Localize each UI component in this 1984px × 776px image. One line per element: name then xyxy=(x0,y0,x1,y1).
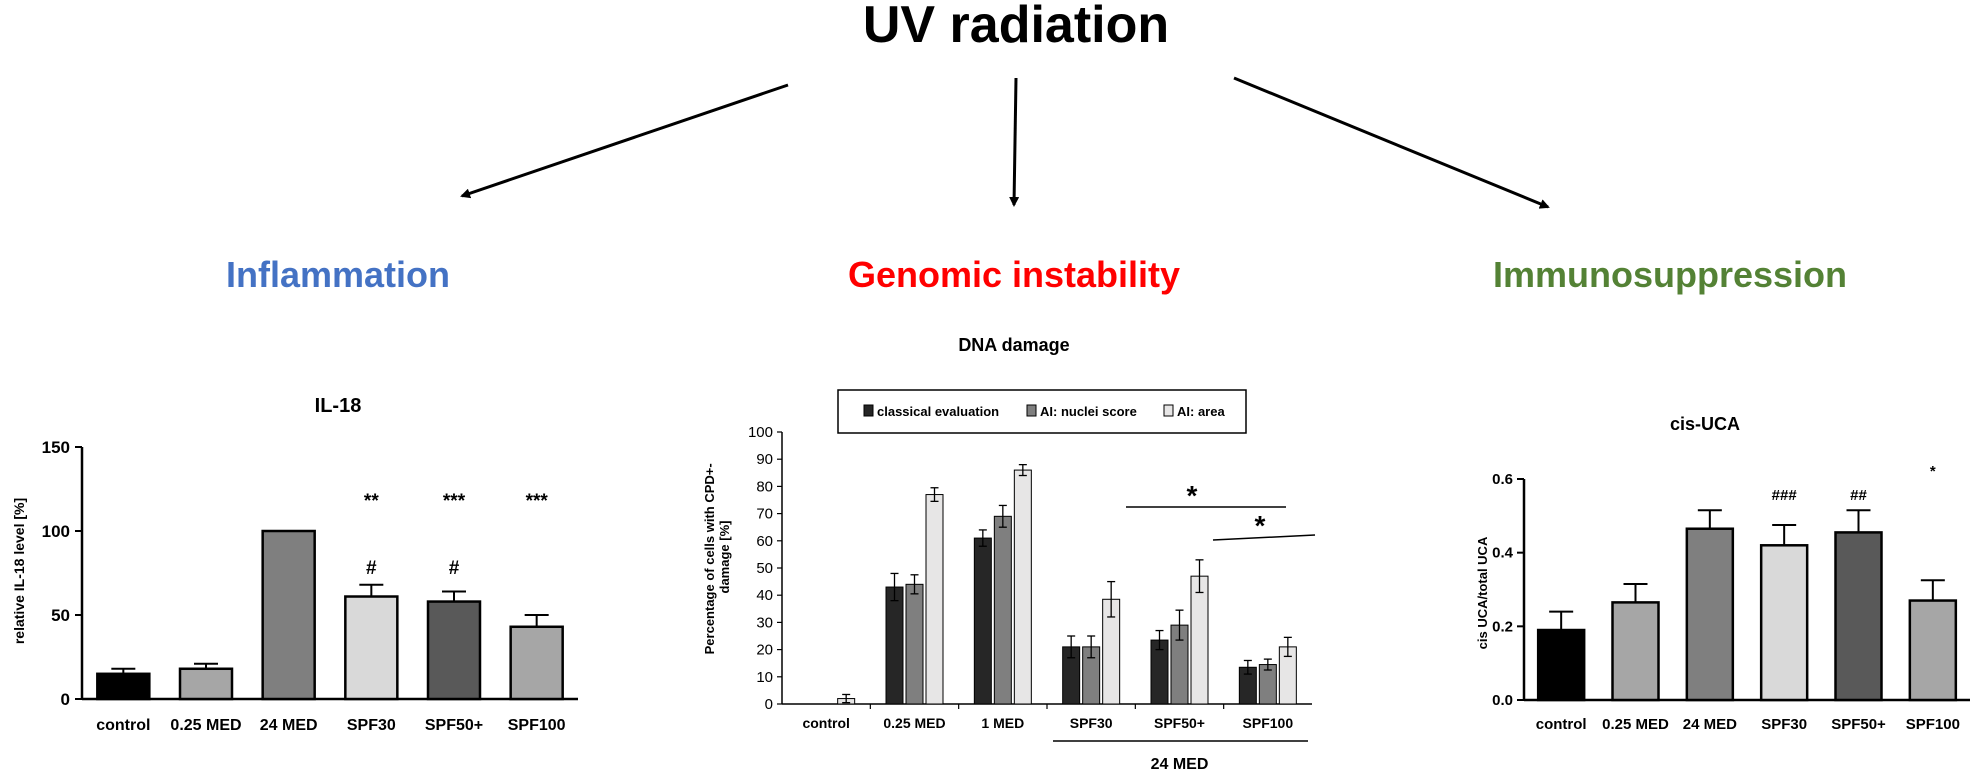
x-tick-label: SPF100 xyxy=(508,717,566,734)
bar xyxy=(509,625,564,701)
chart-dna-damage: DNA damage Percentage of cells with CPD+… xyxy=(702,335,1316,773)
bar xyxy=(178,667,234,701)
main-title: UV radiation xyxy=(863,0,1169,54)
legend-entry: classical evaluation xyxy=(877,404,999,419)
bar xyxy=(925,494,944,705)
bar xyxy=(1536,628,1586,702)
bar xyxy=(1908,599,1958,702)
significance-marker: *** xyxy=(443,491,466,512)
x-tick-label: control xyxy=(802,715,849,731)
x-tick-label: 1 MED xyxy=(981,715,1024,731)
chart-il18: IL-18 relative IL-18 level [%] 0 50 100 150… xyxy=(11,395,578,734)
y-tick-label: 50 xyxy=(51,606,70,625)
arrow-right xyxy=(1233,76,1550,209)
bar xyxy=(1190,575,1209,705)
x-tick-label: SPF50+ xyxy=(1154,715,1205,731)
bar xyxy=(973,537,992,705)
x-tick-label: 24 MED xyxy=(1683,716,1737,733)
y-tick-label: 60 xyxy=(756,533,773,550)
chart-cis-uca: cis-UCA cis UCA/total UCA 0.0 0.2 0.4 0.6 co… xyxy=(1475,414,1970,733)
y-tick-label: 50 xyxy=(756,560,773,577)
bar xyxy=(426,600,482,701)
y-tick-label: 0.2 xyxy=(1492,618,1513,635)
significance-marker: *** xyxy=(526,491,549,512)
bar xyxy=(885,586,904,705)
legend-entry: AI: area xyxy=(1177,404,1225,419)
bar xyxy=(1834,531,1883,702)
significance-marker: * xyxy=(1930,463,1936,480)
y-axis-label: relative IL-18 level [%] xyxy=(11,498,27,644)
y-tick-label: 40 xyxy=(756,587,773,604)
branch-label-genomic-instability: Genomic instability xyxy=(848,254,1180,295)
bar xyxy=(993,515,1012,705)
y-tick-label: 100 xyxy=(42,522,70,541)
legend-swatch xyxy=(863,404,874,417)
y-tick-label: 70 xyxy=(756,506,773,523)
significance-marker: * xyxy=(1187,480,1198,511)
bar xyxy=(1611,601,1660,702)
branch-label-immunosuppression: Immunosuppression xyxy=(1493,254,1847,295)
bar xyxy=(1685,527,1735,702)
bar xyxy=(96,672,151,701)
bar xyxy=(1013,469,1032,705)
y-tick-label: 0.6 xyxy=(1492,471,1513,488)
x-tick-label: SPF50+ xyxy=(1831,716,1886,733)
y-tick-label: 100 xyxy=(748,424,773,441)
legend: classical evaluation AI: nuclei score AI: … xyxy=(863,404,1225,419)
branch-label-inflammation: Inflammation xyxy=(226,254,450,295)
arrow-center xyxy=(1009,77,1020,207)
bar xyxy=(344,595,399,701)
significance-marker: # xyxy=(449,558,460,579)
x-tick-label: SPF30 xyxy=(347,717,396,734)
y-axis-label-line: Percentage of cells with CPD+- xyxy=(702,463,717,654)
legend-swatch xyxy=(1163,404,1174,417)
x-tick-label: control xyxy=(96,717,150,734)
x-tick-label: 0.25 MED xyxy=(170,717,241,734)
bar xyxy=(905,583,924,705)
y-axis-label: cis UCA/total UCA xyxy=(1475,536,1490,649)
y-tick-label: 10 xyxy=(756,669,773,686)
y-tick-label: 20 xyxy=(756,642,773,659)
x-tick-label: SPF50+ xyxy=(425,717,483,734)
y-axis-label: Percentage of cells with CPD+- damage [%… xyxy=(702,460,732,655)
y-tick-label: 80 xyxy=(756,478,773,495)
significance-marker: # xyxy=(366,558,377,579)
chart-title: DNA damage xyxy=(958,335,1069,355)
legend-box xyxy=(837,389,1247,434)
significance-marker: ** xyxy=(364,491,379,512)
y-tick-label: 150 xyxy=(42,438,70,457)
significance-line xyxy=(1212,534,1316,541)
significance-marker: * xyxy=(1255,510,1266,541)
legend-swatch xyxy=(1026,404,1037,417)
x-tick-label: SPF30 xyxy=(1070,715,1113,731)
x-tick-label: 0.25 MED xyxy=(1602,716,1669,733)
x-tick-label: control xyxy=(1536,716,1587,733)
bar xyxy=(261,529,316,701)
legend-entry: AI: nuclei score xyxy=(1040,404,1137,419)
y-axis-label-line: damage [%] xyxy=(717,521,732,594)
x-tick-label: SPF30 xyxy=(1761,716,1807,733)
x-tick-label: SPF100 xyxy=(1906,716,1960,733)
x-tick-label: SPF100 xyxy=(1243,715,1294,731)
significance-marker: ### xyxy=(1772,487,1798,504)
y-tick-label: 90 xyxy=(756,451,773,468)
arrow-left xyxy=(460,83,789,199)
significance-marker: ## xyxy=(1850,487,1867,504)
y-tick-label: 0.0 xyxy=(1492,692,1513,709)
y-tick-label: 30 xyxy=(756,614,773,631)
y-tick-label: 0 xyxy=(61,690,70,709)
chart-title: IL-18 xyxy=(315,395,362,417)
bar xyxy=(1759,544,1809,702)
y-tick-label: 0.4 xyxy=(1492,545,1514,562)
x-tick-label: 24 MED xyxy=(260,717,318,734)
y-tick-label: 0 xyxy=(765,696,773,713)
group-label: 24 MED xyxy=(1151,756,1209,773)
x-tick-label: 0.25 MED xyxy=(883,715,945,731)
chart-title: cis-UCA xyxy=(1670,414,1740,434)
